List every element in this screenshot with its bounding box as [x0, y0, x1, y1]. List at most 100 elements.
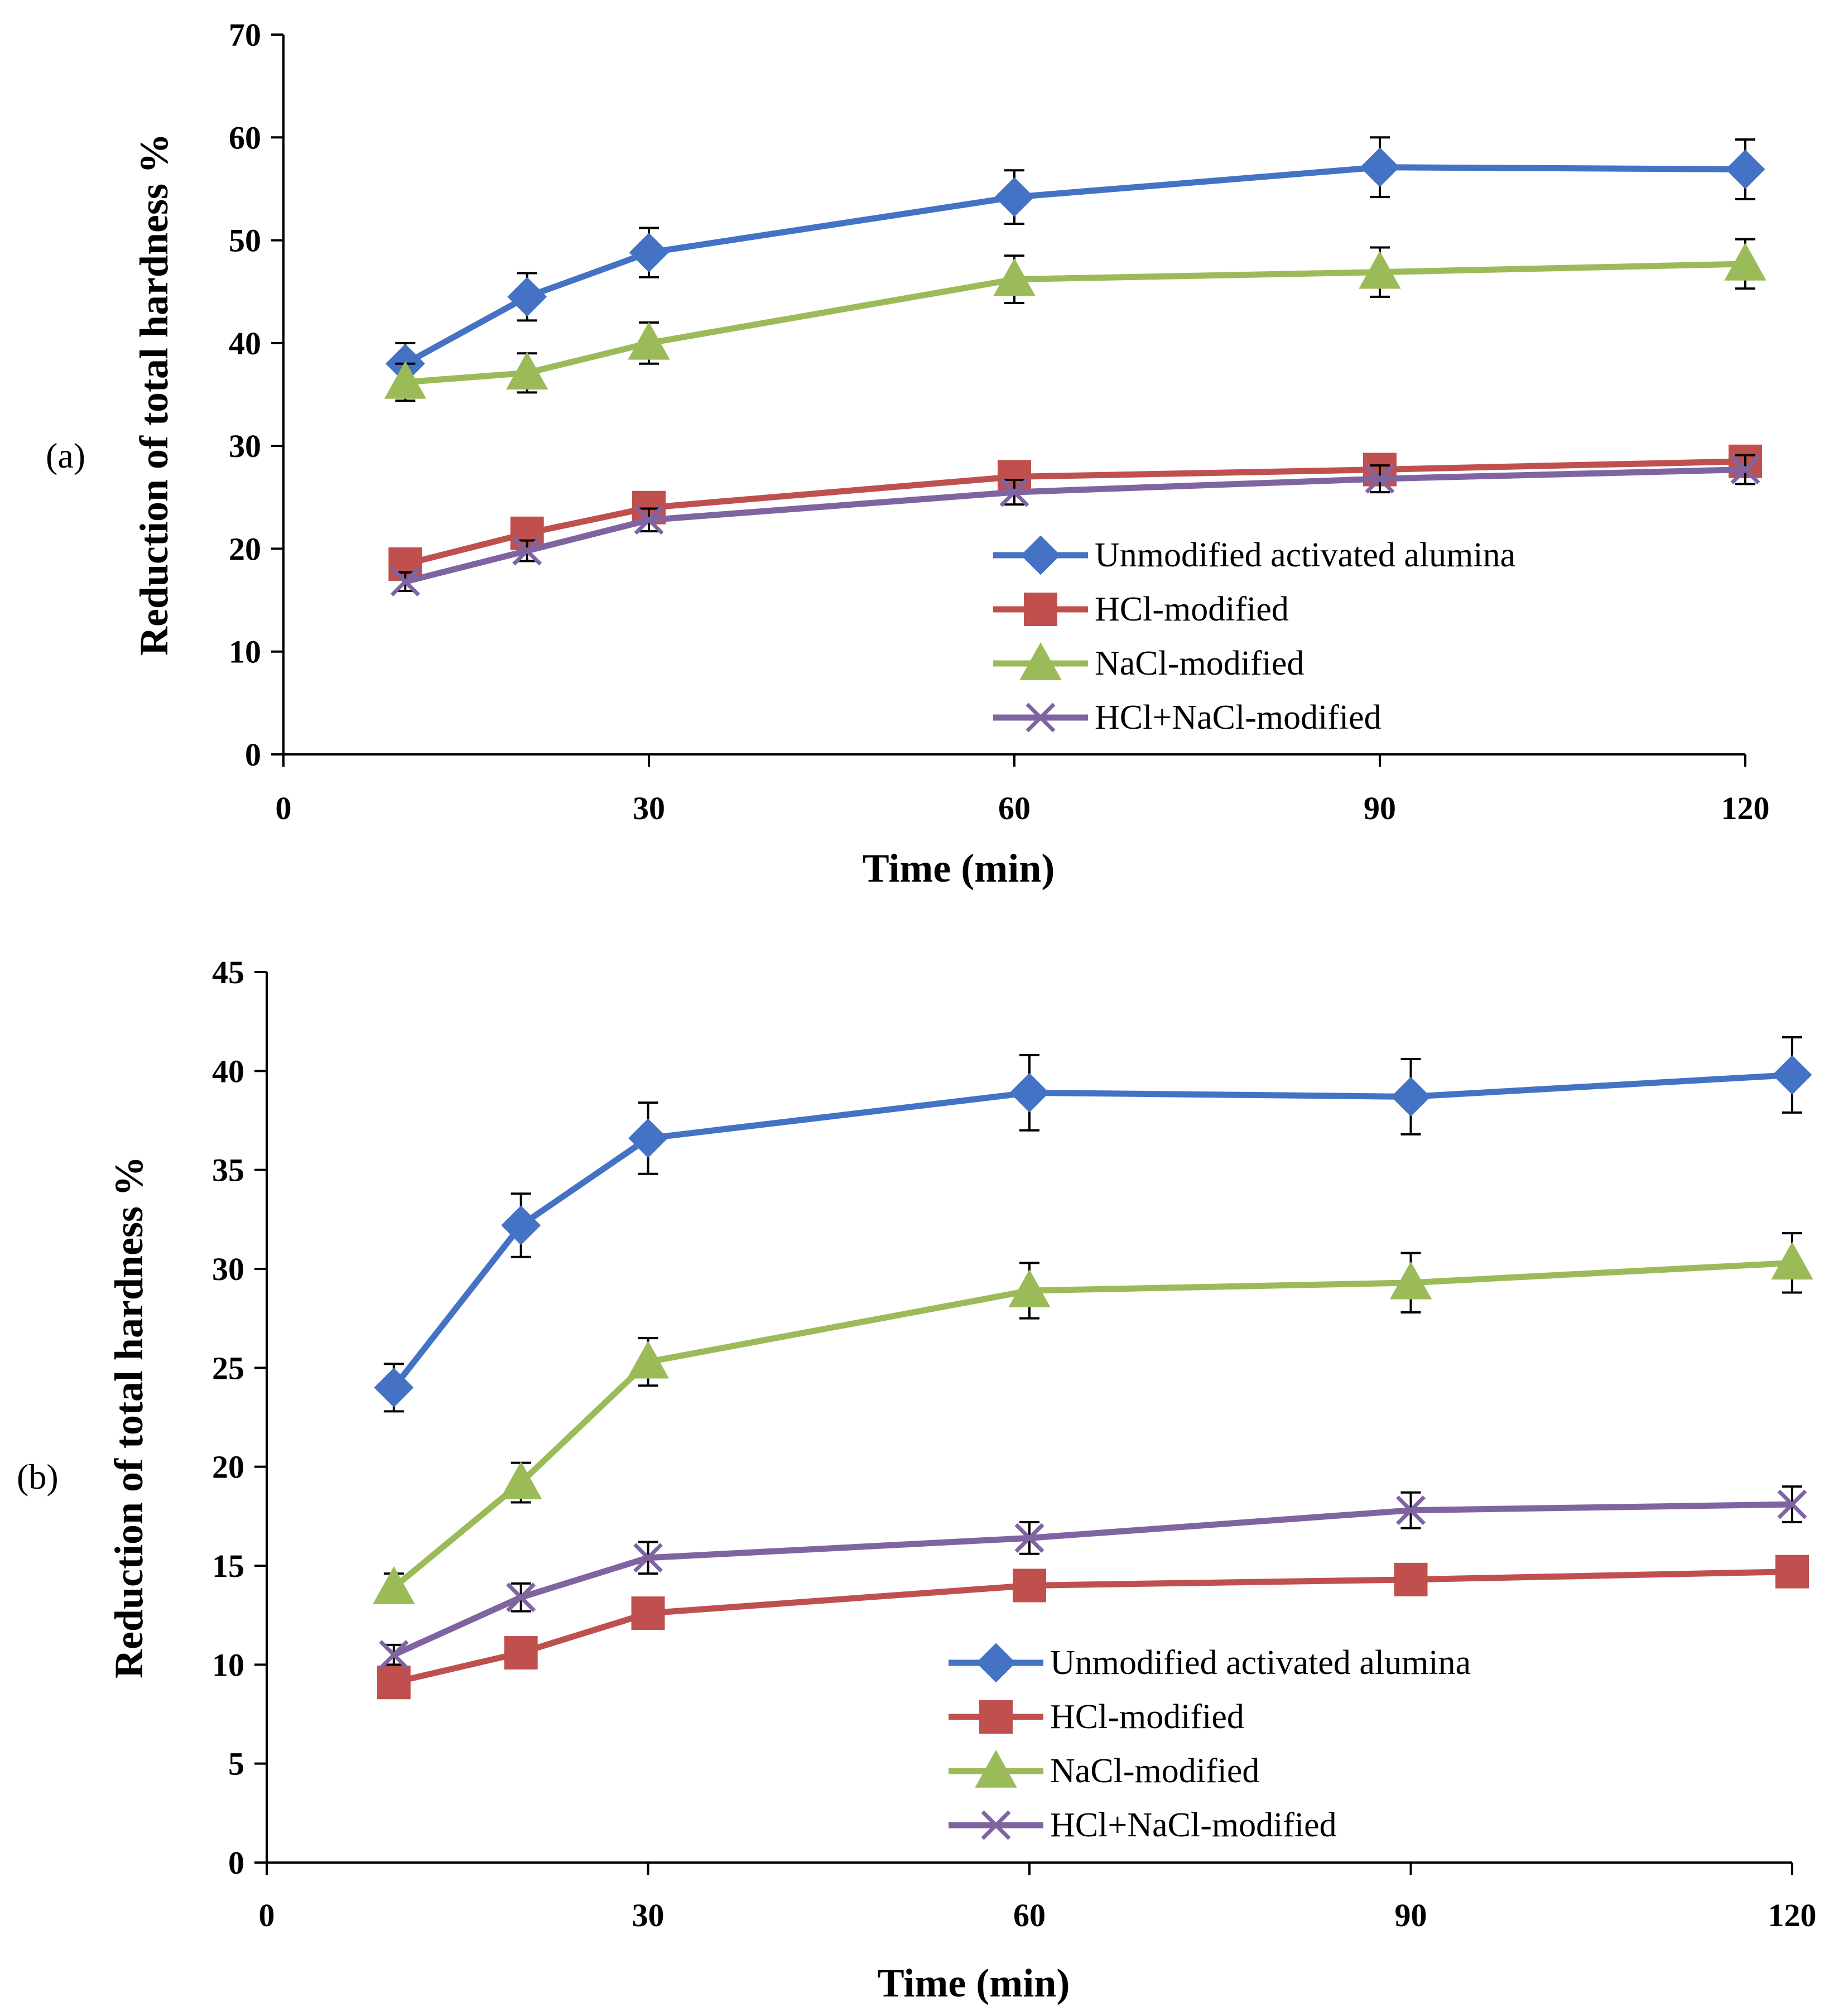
data-point-3-5 — [1730, 455, 1760, 485]
data-point-2-1 — [506, 352, 548, 390]
data-point-1-legend — [979, 1700, 1013, 1734]
data-point-3-legend — [981, 1810, 1011, 1840]
y-axis-title: Reduction of total hardness % — [107, 1156, 151, 1678]
legend-entry-2: NaCl-modified — [993, 642, 1304, 682]
series-0 — [385, 136, 1765, 386]
y-tick-label: 45 — [212, 954, 244, 990]
series-1 — [388, 444, 1762, 581]
data-point-3-legend-stroke-2 — [1026, 703, 1056, 733]
y-tick-label: 10 — [229, 634, 261, 670]
y-tick-label: 70 — [229, 17, 261, 53]
data-point-0-legend — [1021, 535, 1061, 575]
x-tick-label: 0 — [276, 790, 292, 826]
y-tick-label: 35 — [212, 1152, 244, 1189]
series-3 — [390, 454, 1760, 596]
data-point-2-1 — [499, 1461, 542, 1499]
y-tick-label: 5 — [228, 1746, 244, 1782]
series-2 — [384, 238, 1766, 402]
data-point-2-4 — [1389, 1261, 1432, 1300]
series-line-3 — [391, 1501, 1796, 1658]
y-tick-label: 40 — [229, 325, 261, 362]
series-3 — [379, 1485, 1807, 1670]
data-point-1-2 — [631, 1596, 665, 1630]
series-line-0 — [402, 164, 1749, 367]
data-point-3-5 — [1777, 1489, 1807, 1519]
data-point-0-1 — [501, 1205, 541, 1245]
y-tick-label: 0 — [245, 737, 261, 773]
y-tick-label: 40 — [212, 1053, 244, 1089]
series-line-1 — [391, 1568, 1796, 1686]
data-point-3-2-stroke-2 — [634, 505, 664, 535]
legend-entry-3: HCl+NaCl-modified — [949, 1806, 1337, 1844]
legend-label: NaCl-modified — [1050, 1752, 1259, 1790]
data-point-2-0 — [373, 1566, 415, 1604]
data-point-2-5 — [1771, 1242, 1813, 1280]
chart-panel-b: 0 5 10 15 20 25 30 35 40 45 0 30 60 90 120 Time (min) Re… — [17, 954, 1817, 2005]
data-point-3-0-stroke-2 — [390, 566, 420, 596]
legend-label: HCl+NaCl-modified — [1095, 699, 1381, 737]
data-point-3-5-stroke-2 — [1777, 1489, 1807, 1519]
data-point-1-0 — [377, 1666, 411, 1700]
x-axis-title: Time (min) — [878, 1961, 1070, 2005]
data-point-3-1-stroke-2 — [506, 1582, 536, 1613]
data-point-0-3 — [1009, 1072, 1050, 1113]
x-axis-title: Time (min) — [863, 846, 1055, 891]
data-point-3-4 — [1365, 464, 1395, 494]
data-point-1-5 — [1775, 1555, 1809, 1589]
data-point-3-0 — [390, 566, 420, 596]
data-point-0-2 — [629, 233, 669, 273]
y-tick-label: 60 — [229, 119, 261, 156]
x-tick-label: 90 — [1364, 790, 1396, 826]
data-point-3-1-stroke-2 — [512, 536, 542, 566]
data-point-3-1 — [506, 1582, 536, 1613]
series-0 — [374, 1036, 1812, 1413]
data-point-3-legend — [1026, 703, 1056, 733]
legend-entry-3: HCl+NaCl-modified — [993, 699, 1381, 737]
data-point-3-1 — [512, 536, 542, 566]
data-point-3-4-stroke-2 — [1365, 464, 1395, 494]
data-point-3-0 — [379, 1640, 409, 1670]
data-point-1-4 — [1394, 1562, 1428, 1596]
series-line-2 — [402, 261, 1749, 386]
x-tick-label: 120 — [1768, 1897, 1817, 1933]
data-point-2-2 — [628, 321, 670, 360]
chart-panel-a: 0 10 20 30 40 50 60 70 0 30 60 90 120 Time (min) Reduc… — [46, 17, 1770, 891]
data-point-2-4 — [1359, 251, 1401, 289]
legend-label: HCl-modified — [1095, 590, 1289, 628]
panel-label: (b) — [17, 1457, 59, 1497]
x-tick-label: 90 — [1395, 1897, 1427, 1933]
y-tick-label: 20 — [212, 1449, 244, 1485]
data-point-1-legend — [1024, 593, 1057, 626]
data-point-2-5 — [1724, 242, 1766, 281]
data-point-0-legend — [976, 1643, 1016, 1683]
data-point-0-3 — [994, 177, 1034, 217]
data-point-0-4 — [1391, 1077, 1431, 1117]
data-point-0-0 — [374, 1368, 414, 1408]
y-tick-label: 30 — [212, 1251, 244, 1287]
series-1 — [377, 1555, 1809, 1700]
x-tick-label: 0 — [259, 1897, 275, 1933]
series-line-1 — [402, 458, 1749, 567]
data-point-3-5-stroke-2 — [1730, 455, 1760, 485]
legend-label: Unmodified activated alumina — [1050, 1644, 1471, 1682]
data-point-3-3-stroke-2 — [1014, 1523, 1044, 1553]
data-point-3-0-stroke-2 — [379, 1640, 409, 1670]
series-2 — [373, 1232, 1813, 1604]
y-tick-label: 50 — [229, 223, 261, 259]
data-point-3-2 — [633, 1543, 663, 1573]
legend: Unmodified activated alumina HCl-modified… — [949, 1643, 1471, 1844]
data-point-3-3 — [999, 477, 1029, 507]
series-line-3 — [402, 466, 1749, 585]
data-point-2-legend — [975, 1749, 1017, 1788]
data-point-2-3 — [1008, 1269, 1051, 1307]
legend-entry-1: HCl-modified — [949, 1698, 1244, 1736]
y-tick-label: 20 — [229, 531, 261, 567]
legend-label: HCl+NaCl-modified — [1050, 1806, 1337, 1844]
legend-entry-1: HCl-modified — [993, 590, 1289, 628]
series-line-0 — [391, 1071, 1796, 1391]
data-point-2-2 — [627, 1340, 670, 1379]
y-tick-label: 25 — [212, 1350, 244, 1386]
x-tick-label: 120 — [1721, 790, 1770, 826]
data-point-1-1 — [504, 1636, 538, 1670]
